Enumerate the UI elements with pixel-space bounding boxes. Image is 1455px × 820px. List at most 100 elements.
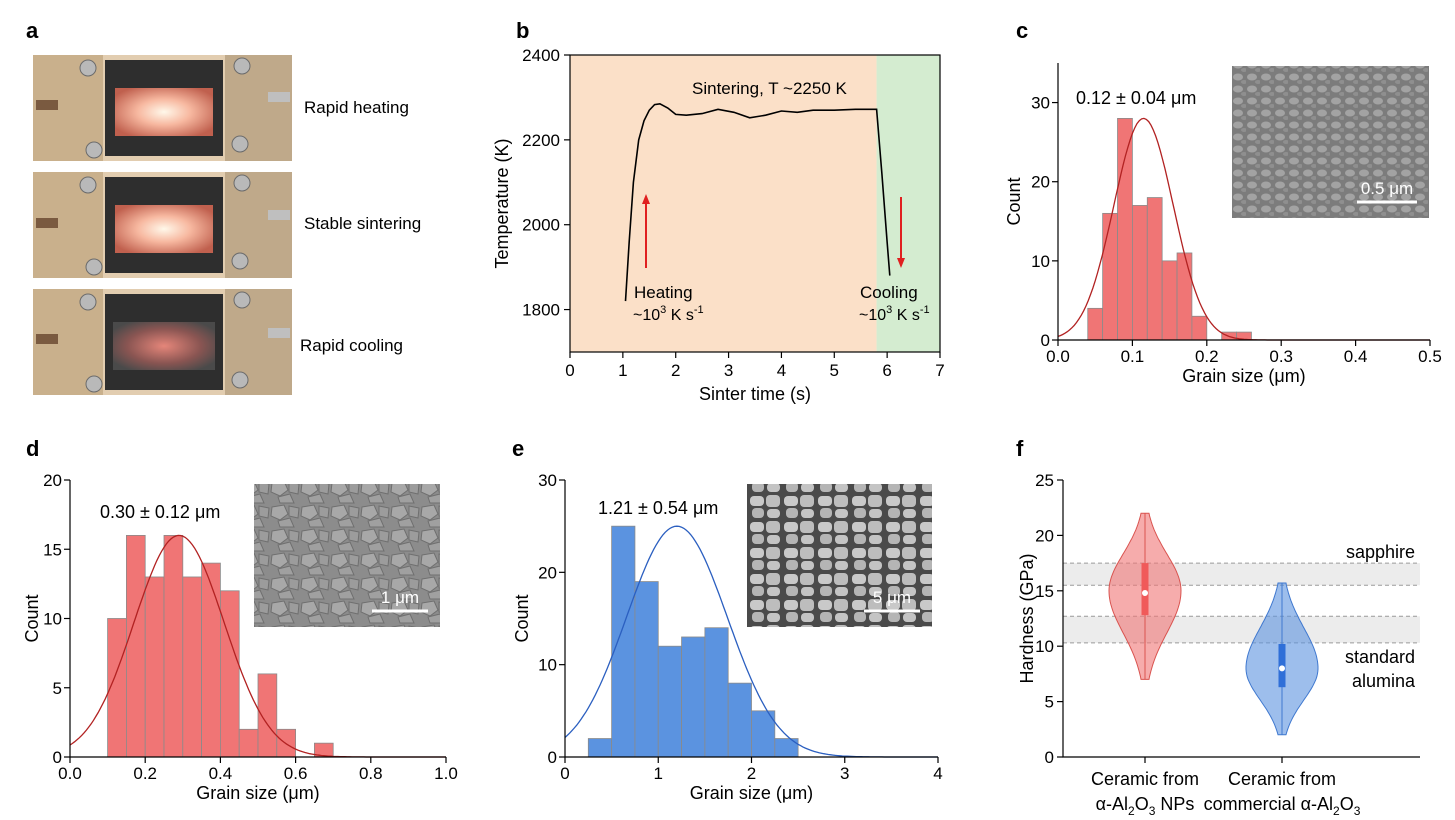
category-label-line2: commercial α-Al2O3 — [1204, 794, 1361, 818]
histogram-bar — [1191, 315, 1208, 341]
histogram-bar — [182, 576, 203, 758]
histogram-bar — [611, 525, 636, 758]
sintering-annotation: Sintering, T ~2250 K — [692, 79, 848, 98]
y-tick-label: 30 — [538, 471, 557, 490]
y-tick-label: 10 — [538, 656, 557, 675]
x-tick-label: 0.6 — [284, 764, 308, 783]
x-tick-label: 0.2 — [1195, 347, 1219, 366]
x-tick-label: 0.1 — [1121, 347, 1145, 366]
y-tick-label: 20 — [43, 471, 62, 490]
histogram-bar — [1161, 260, 1178, 341]
panel-c-histogram: 0.0 0.1 0.2 0.3 0.4 0.5 0 10 20 30 Grain size (μm)… — [1004, 63, 1442, 386]
photo-rapid-heating — [33, 55, 292, 161]
histogram-bar — [634, 581, 659, 758]
x-tick-label: 1.0 — [434, 764, 458, 783]
x-tick-label: 0.0 — [1046, 347, 1070, 366]
y-axis-label: Hardness (GPa) — [1017, 553, 1037, 683]
sem-inset-image — [254, 484, 440, 627]
y-tick-label: 20 — [1035, 526, 1054, 545]
y-tick-label: 25 — [1035, 471, 1054, 490]
panel-b-temperature-chart: 0 1 2 3 4 5 6 7 1800 2000 2200 2400 Sinter time (s) T… — [492, 46, 945, 404]
mean-size-label: 0.12 ± 0.04 μm — [1076, 88, 1196, 108]
x-tick-label: 6 — [882, 361, 891, 380]
cooling-arrowhead — [897, 258, 905, 268]
histogram-bar — [587, 738, 613, 758]
y-tick-label: 20 — [538, 563, 557, 582]
cooling-region — [876, 55, 940, 352]
x-axis-label: Sinter time (s) — [699, 384, 811, 404]
x-tick-label: 0 — [560, 764, 569, 783]
x-tick-label: 1 — [618, 361, 627, 380]
histogram-bar — [163, 535, 184, 758]
y-tick-label: 5 — [1045, 693, 1054, 712]
scale-bar-label: 1 μm — [381, 588, 419, 607]
x-tick-label: 0.8 — [359, 764, 383, 783]
caption-stable-sintering: Stable sintering — [304, 214, 421, 233]
heating-rate-label: ~103 K s-1 — [633, 304, 704, 324]
x-tick-label: 4 — [777, 361, 786, 380]
y-tick-label: 10 — [1035, 637, 1054, 656]
histogram-bar — [1102, 212, 1118, 341]
category-label-line2: α-Al2O3 NPs — [1096, 794, 1195, 818]
x-tick-label: 1 — [654, 764, 663, 783]
y-tick-label: 2000 — [522, 216, 560, 235]
mean-size-label: 0.30 ± 0.12 μm — [100, 502, 220, 522]
y-axis-label: Count — [512, 594, 532, 642]
y-tick-label: 0 — [1045, 748, 1054, 767]
category-label-line1: Ceramic from — [1091, 769, 1199, 789]
x-tick-label: 2 — [671, 361, 680, 380]
plot-frame — [569, 54, 941, 353]
y-axis-label: Count — [22, 594, 42, 642]
x-axis-label: Grain size (μm) — [196, 783, 319, 803]
x-tick-label: 0.3 — [1269, 347, 1293, 366]
y-tick-label: 0 — [1041, 331, 1050, 350]
photo-rapid-cooling — [33, 289, 292, 395]
panel-label-a: a — [26, 18, 39, 43]
x-tick-label: 7 — [935, 361, 944, 380]
histogram-bar — [704, 627, 729, 758]
panel-a: Rapid heating Stable sintering — [33, 55, 421, 395]
y-tick-label: 10 — [1031, 252, 1050, 271]
x-tick-label: 0.0 — [58, 764, 82, 783]
x-tick-label: 0.4 — [1344, 347, 1368, 366]
panel-d-histogram: 0.0 0.2 0.4 0.6 0.8 1.0 0 5 10 15 20 Grain size (μm… — [22, 471, 458, 803]
caption-rapid-heating: Rapid heating — [304, 98, 409, 117]
histogram-bar — [1132, 205, 1148, 341]
heating-arrowhead — [642, 194, 650, 204]
scale-bar-label: 0.5 μm — [1361, 179, 1413, 198]
category-label-line1: Ceramic from — [1228, 769, 1336, 789]
x-tick-label: 5 — [830, 361, 839, 380]
standard-alumina-label-line1: standard — [1345, 647, 1415, 667]
mean-size-label: 1.21 ± 0.54 μm — [598, 498, 718, 518]
y-tick-label: 10 — [43, 610, 62, 629]
histogram-bar — [1117, 118, 1133, 341]
y-tick-label: 2400 — [522, 46, 560, 65]
x-tick-label: 0 — [565, 361, 574, 380]
histogram-bar — [657, 645, 682, 758]
y-tick-label: 15 — [1035, 582, 1054, 601]
scale-bar-label: 5 μm — [873, 588, 911, 607]
x-tick-label: 4 — [933, 764, 942, 783]
histogram-bar — [219, 590, 240, 758]
x-tick-label: 0.2 — [133, 764, 157, 783]
x-tick-label: 0.4 — [209, 764, 233, 783]
histogram-bar — [126, 535, 146, 758]
panel-label-b: b — [516, 18, 529, 43]
y-axis-label: Temperature (K) — [492, 138, 512, 268]
cooling-label: Cooling — [860, 283, 918, 302]
y-axis-label: Count — [1004, 177, 1024, 225]
heating-label: Heating — [634, 283, 693, 302]
photo-stable-sintering — [33, 172, 292, 278]
x-tick-label: 0.5 — [1418, 347, 1442, 366]
x-axis-label: Grain size (μm) — [690, 783, 813, 803]
standard-alumina-label-line2: alumina — [1352, 671, 1416, 691]
panel-label-e: e — [512, 436, 524, 461]
y-tick-label: 20 — [1031, 173, 1050, 192]
x-tick-label: 3 — [840, 764, 849, 783]
y-tick-label: 2200 — [522, 131, 560, 150]
panel-label-c: c — [1016, 18, 1028, 43]
histogram-bar — [144, 576, 165, 758]
violin-median-point — [1279, 665, 1285, 672]
y-tick-label: 0 — [548, 748, 557, 767]
